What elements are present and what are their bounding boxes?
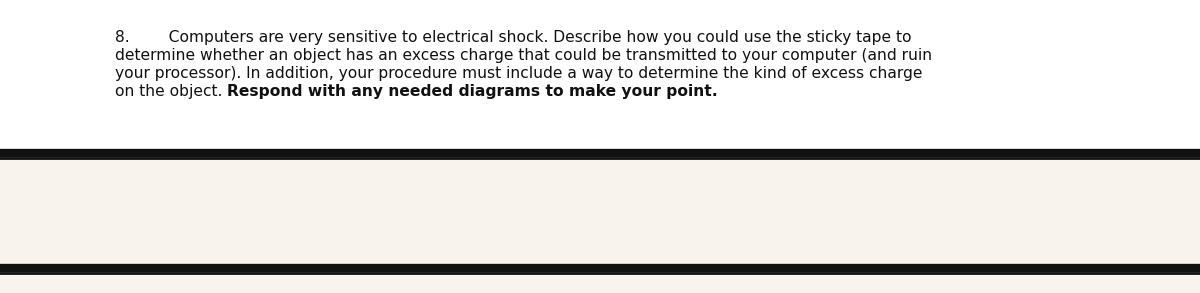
- Bar: [0, 155, 1200, 293]
- Text: determine whether an object has an excess charge that could be transmitted to yo: determine whether an object has an exces…: [115, 48, 932, 63]
- Text: Respond with any needed diagrams to make your point.: Respond with any needed diagrams to make…: [227, 84, 718, 99]
- Text: your processor). In addition, your procedure must include a way to determine the: your processor). In addition, your proce…: [115, 66, 923, 81]
- Text: on the object.: on the object.: [115, 84, 227, 99]
- Text: 8.        Computers are very sensitive to electrical shock. Describe how you cou: 8. Computers are very sensitive to elect…: [115, 30, 912, 45]
- Bar: [0, 0, 1200, 155]
